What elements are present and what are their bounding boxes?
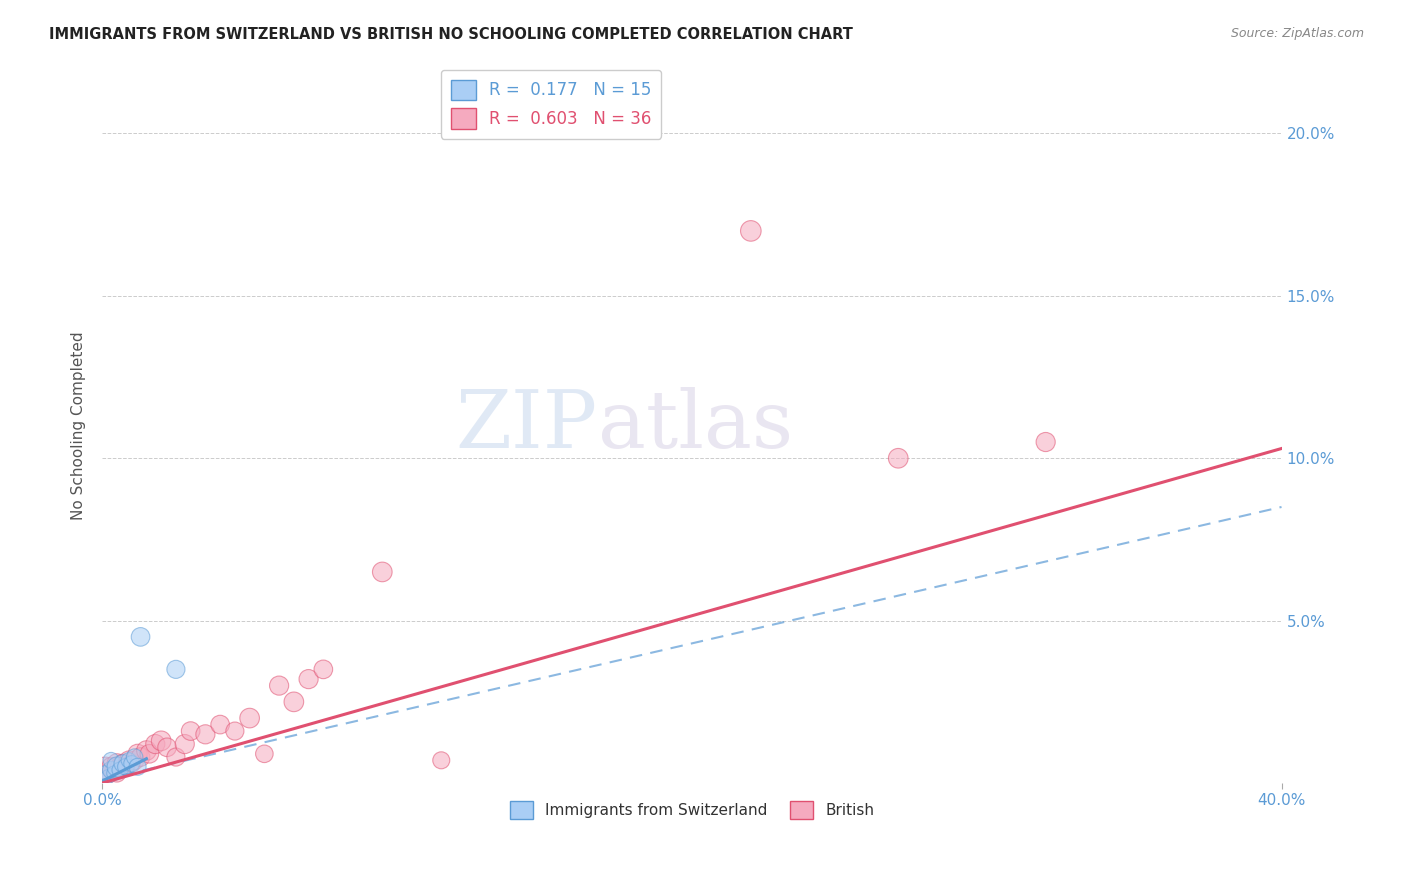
- Point: [127, 760, 149, 774]
- Y-axis label: No Schooling Completed: No Schooling Completed: [72, 332, 86, 520]
- Point: [887, 451, 910, 466]
- Point: [312, 662, 335, 676]
- Point: [194, 727, 217, 741]
- Point: [118, 753, 141, 767]
- Point: [371, 565, 394, 579]
- Point: [253, 747, 276, 761]
- Point: [94, 763, 117, 777]
- Point: [740, 224, 762, 238]
- Point: [165, 662, 187, 676]
- Point: [430, 753, 453, 767]
- Point: [283, 695, 305, 709]
- Point: [97, 766, 120, 780]
- Text: Source: ZipAtlas.com: Source: ZipAtlas.com: [1230, 27, 1364, 40]
- Point: [114, 760, 136, 774]
- Text: atlas: atlas: [598, 387, 793, 465]
- Point: [103, 766, 125, 780]
- Point: [114, 760, 136, 774]
- Point: [111, 756, 134, 771]
- Point: [105, 766, 128, 780]
- Point: [108, 760, 131, 774]
- Point: [143, 737, 166, 751]
- Point: [121, 756, 143, 771]
- Point: [111, 756, 134, 771]
- Text: IMMIGRANTS FROM SWITZERLAND VS BRITISH NO SCHOOLING COMPLETED CORRELATION CHART: IMMIGRANTS FROM SWITZERLAND VS BRITISH N…: [49, 27, 853, 42]
- Point: [94, 766, 117, 780]
- Point: [129, 630, 152, 644]
- Legend: Immigrants from Switzerland, British: Immigrants from Switzerland, British: [503, 795, 880, 825]
- Point: [156, 740, 179, 755]
- Point: [103, 763, 125, 777]
- Point: [135, 743, 157, 757]
- Point: [173, 737, 195, 751]
- Point: [180, 724, 202, 739]
- Point: [209, 717, 232, 731]
- Point: [297, 672, 319, 686]
- Point: [100, 760, 122, 774]
- Point: [121, 756, 143, 771]
- Point: [127, 747, 149, 761]
- Text: ZIP: ZIP: [456, 387, 598, 465]
- Point: [224, 724, 246, 739]
- Point: [105, 756, 128, 771]
- Point: [108, 763, 131, 777]
- Point: [150, 734, 173, 748]
- Point: [124, 753, 146, 767]
- Point: [165, 750, 187, 764]
- Point: [239, 711, 262, 725]
- Point: [105, 760, 128, 774]
- Point: [124, 750, 146, 764]
- Point: [269, 679, 291, 693]
- Point: [129, 750, 152, 764]
- Point: [100, 753, 122, 767]
- Point: [118, 753, 141, 767]
- Point: [97, 770, 120, 784]
- Point: [1035, 435, 1057, 450]
- Point: [100, 763, 122, 777]
- Point: [138, 747, 160, 761]
